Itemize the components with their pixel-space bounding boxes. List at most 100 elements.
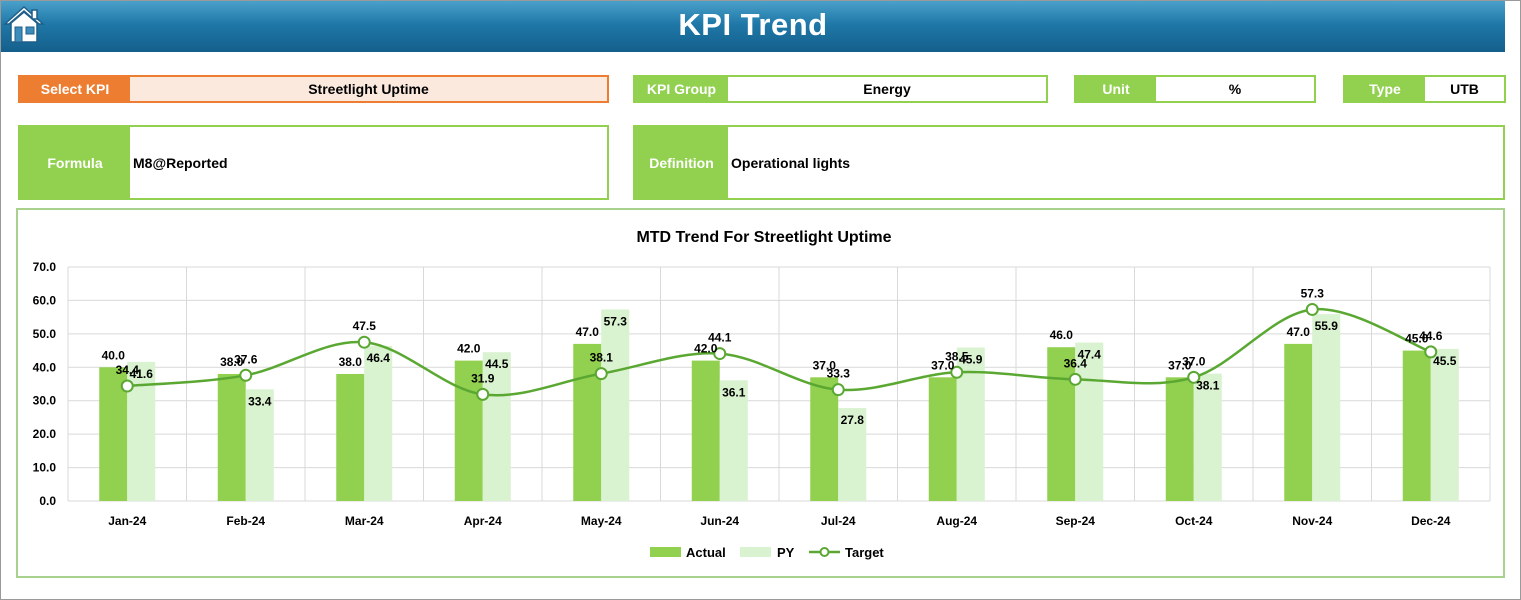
definition-label: Definition bbox=[635, 127, 728, 198]
py-bar bbox=[364, 345, 393, 501]
py-bar bbox=[482, 352, 511, 501]
y-tick-label: 50.0 bbox=[33, 327, 57, 341]
py-data-label: 38.1 bbox=[1196, 379, 1220, 393]
y-tick-label: 40.0 bbox=[33, 360, 57, 374]
legend-actual-label: Actual bbox=[686, 545, 726, 560]
x-tick-label: Mar-24 bbox=[345, 514, 384, 528]
actual-data-label: 42.0 bbox=[457, 342, 481, 356]
formula-label: Formula bbox=[20, 127, 130, 198]
target-data-label: 36.4 bbox=[1064, 356, 1088, 370]
type-label: Type bbox=[1345, 77, 1425, 101]
py-data-label: 27.8 bbox=[841, 413, 865, 427]
y-tick-label: 10.0 bbox=[33, 461, 57, 475]
y-tick-label: 30.0 bbox=[33, 394, 57, 408]
kpi-group-label: KPI Group bbox=[635, 77, 728, 101]
actual-bar bbox=[573, 343, 602, 501]
py-data-label: 55.9 bbox=[1315, 319, 1339, 333]
py-data-label: 45.5 bbox=[1433, 354, 1457, 368]
py-bar bbox=[1075, 342, 1104, 501]
y-tick-label: 60.0 bbox=[33, 293, 57, 307]
actual-bar bbox=[1165, 377, 1194, 501]
py-bar bbox=[1430, 348, 1459, 501]
actual-data-label: 47.0 bbox=[576, 325, 600, 339]
actual-data-label: 46.0 bbox=[1050, 328, 1074, 342]
target-point bbox=[950, 365, 964, 379]
target-data-label: 33.3 bbox=[827, 367, 851, 381]
target-point bbox=[120, 379, 134, 393]
x-tick-label: Aug-24 bbox=[936, 514, 977, 528]
legend-py-swatch bbox=[740, 547, 771, 557]
unit-label: Unit bbox=[1076, 77, 1156, 101]
formula-value: M8@Reported bbox=[133, 154, 228, 171]
actual-data-label: 37.0 bbox=[931, 358, 955, 372]
x-tick-label: Apr-24 bbox=[464, 514, 502, 528]
title-bar: KPI Trend bbox=[1, 1, 1505, 52]
y-tick-label: 20.0 bbox=[33, 427, 57, 441]
kpi-group-value: Energy bbox=[863, 81, 911, 97]
actual-data-label: 37.0 bbox=[813, 358, 837, 372]
kpi-group-field: KPI Group Energy bbox=[633, 75, 1048, 103]
actual-bar bbox=[336, 373, 365, 501]
target-point bbox=[239, 368, 253, 382]
actual-bar bbox=[810, 377, 839, 501]
actual-data-label: 45.0 bbox=[1405, 332, 1429, 346]
formula-field: Formula M8@Reported bbox=[18, 125, 609, 200]
type-field: Type UTB bbox=[1343, 75, 1506, 103]
x-tick-label: Sep-24 bbox=[1056, 514, 1096, 528]
legend-py-label: PY bbox=[777, 545, 795, 560]
type-value: UTB bbox=[1450, 81, 1479, 97]
actual-bar bbox=[691, 360, 720, 501]
actual-data-label: 38.0 bbox=[220, 355, 244, 369]
actual-data-label: 42.0 bbox=[694, 342, 718, 356]
target-point bbox=[1187, 370, 1201, 384]
home-icon[interactable] bbox=[3, 4, 45, 44]
x-tick-label: Oct-24 bbox=[1175, 514, 1213, 528]
target-point bbox=[1424, 345, 1438, 359]
definition-value: Operational lights bbox=[731, 154, 851, 171]
py-bar bbox=[719, 380, 748, 501]
unit-value: % bbox=[1228, 81, 1242, 97]
actual-bar bbox=[217, 373, 246, 501]
py-bar bbox=[838, 408, 867, 501]
target-data-label: 44.1 bbox=[708, 331, 732, 345]
mtd-trend-chart: MTD Trend For Streetlight Uptime 0.0 10.0… bbox=[33, 229, 1491, 560]
target-point bbox=[1068, 372, 1082, 386]
py-bar bbox=[1312, 314, 1341, 501]
target-data-label: 38.1 bbox=[590, 351, 614, 365]
target-data-label: 38.5 bbox=[945, 349, 969, 363]
actual-bar bbox=[1402, 350, 1431, 501]
select-kpi-field: Select KPI Streetlight Uptime bbox=[18, 75, 609, 103]
py-data-label: 46.4 bbox=[367, 351, 391, 365]
target-point bbox=[831, 383, 845, 397]
target-data-label: 57.3 bbox=[1301, 286, 1325, 300]
target-point bbox=[1305, 302, 1319, 316]
target-point bbox=[357, 335, 371, 349]
x-tick-label: Feb-24 bbox=[226, 514, 265, 528]
select-kpi-dropdown[interactable]: Streetlight Uptime bbox=[130, 77, 607, 101]
y-tick-label: 0.0 bbox=[39, 494, 56, 508]
py-data-label: 36.1 bbox=[722, 385, 746, 399]
py-data-label: 47.4 bbox=[1078, 348, 1102, 362]
x-tick-label: May-24 bbox=[581, 514, 622, 528]
py-data-label: 45.9 bbox=[959, 353, 983, 367]
definition-field: Definition Operational lights bbox=[633, 125, 1505, 200]
py-bar bbox=[601, 309, 630, 501]
target-data-label: 34.4 bbox=[116, 363, 140, 377]
select-kpi-label: Select KPI bbox=[20, 77, 130, 101]
legend-target-marker bbox=[819, 547, 830, 557]
actual-bar bbox=[1047, 347, 1076, 501]
actual-data-label: 38.0 bbox=[339, 355, 363, 369]
actual-data-label: 47.0 bbox=[1287, 325, 1311, 339]
target-data-label: 47.5 bbox=[353, 319, 377, 333]
target-point bbox=[713, 347, 727, 361]
target-point bbox=[594, 367, 608, 381]
x-tick-label: Jan-24 bbox=[108, 514, 146, 528]
y-tick-label: 70.0 bbox=[33, 260, 57, 274]
legend-actual-swatch bbox=[650, 547, 681, 557]
py-bar bbox=[1193, 373, 1222, 501]
actual-bar bbox=[454, 360, 483, 501]
actual-bar bbox=[1284, 343, 1313, 501]
target-data-label: 44.6 bbox=[1419, 329, 1443, 343]
legend-target-label: Target bbox=[845, 545, 884, 560]
target-data-label: 31.9 bbox=[471, 371, 495, 385]
